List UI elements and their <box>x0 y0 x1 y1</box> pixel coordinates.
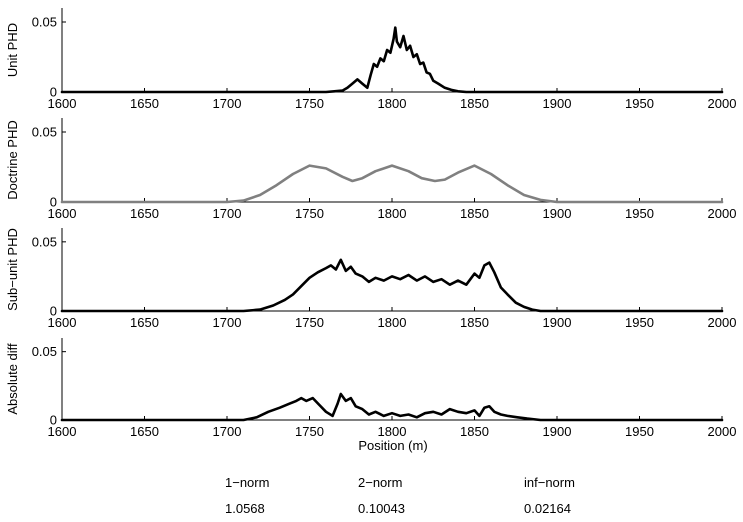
panel-2-y-axis-label: Doctrine PHD <box>5 120 20 199</box>
norm-value-3: 0.02164 <box>524 501 571 516</box>
panel-4-x-tick-label: 2000 <box>708 424 737 439</box>
panel-3-y-axis-label: Sub−unit PHD <box>5 228 20 311</box>
panel-3-y-tick-label: 0.05 <box>32 234 57 249</box>
panel-2-x-tick-label: 1700 <box>213 206 242 221</box>
norm-column-2: 2−norm 0.10043 <box>358 470 478 522</box>
panel-4-y-axis-label: Absolute diff <box>5 343 20 415</box>
panel-2-x-tick-label: 1800 <box>378 206 407 221</box>
panel-4-y-tick-label: 0.05 <box>32 344 57 359</box>
panel-3-x-tick-label: 1800 <box>378 315 407 330</box>
panel-3-series-line <box>60 258 724 313</box>
panel-1-x-tick-label: 1600 <box>48 96 77 111</box>
panel-4-x-tick-label: 1850 <box>460 424 489 439</box>
panel-2-x-tick-label: 1600 <box>48 206 77 221</box>
panel-1-x-tick-label: 1850 <box>460 96 489 111</box>
panel-1-x-tick-label: 1800 <box>378 96 407 111</box>
panel-4-series-line <box>60 392 724 422</box>
panel-1-x-tick-label: 1650 <box>130 96 159 111</box>
panel-3-x-tick-label: 1600 <box>48 315 77 330</box>
panel-4-x-tick-label: 1750 <box>295 424 324 439</box>
norm-column-3: inf−norm 0.02164 <box>524 470 644 522</box>
panel-1-y-axis-label: Unit PHD <box>5 23 20 77</box>
norm-value-2: 0.10043 <box>358 501 405 516</box>
panel-4-x-axis-label: Position (m) <box>358 438 427 453</box>
panel-3-y-tick-label: 0 <box>50 304 57 319</box>
panel-2-x-tick-label: 1900 <box>543 206 572 221</box>
panel-3-x-tick-label: 1750 <box>295 315 324 330</box>
panel-2-series-line <box>60 164 724 204</box>
panel-4-y-tick-label: 0 <box>50 413 57 428</box>
panel-2-x-tick-label: 1950 <box>625 206 654 221</box>
panel-4-x-tick-label: 1800 <box>378 424 407 439</box>
panel-2-x-tick-label: 1750 <box>295 206 324 221</box>
norms-table: 1−norm 1.0568 2−norm 0.10043 inf−norm 0.… <box>0 470 743 518</box>
panel-1-y-tick-label: 0.05 <box>32 15 57 30</box>
panel-2-y-tick-label: 0.05 <box>32 125 57 140</box>
panel-3-x-tick-label: 1700 <box>213 315 242 330</box>
panel-3-x-tick-label: 1950 <box>625 315 654 330</box>
panel-2-x-tick-label: 1850 <box>460 206 489 221</box>
panel-4-x-tick-label: 1650 <box>130 424 159 439</box>
norm-column-1: 1−norm 1.0568 <box>225 470 345 522</box>
norm-value-1: 1.0568 <box>225 501 265 516</box>
panel-1-x-tick-label: 1900 <box>543 96 572 111</box>
panel-4-x-tick-label: 1600 <box>48 424 77 439</box>
panel-1-x-tick-label: 1700 <box>213 96 242 111</box>
norm-label-2: 2−norm <box>358 475 403 490</box>
panel-4-x-tick-label: 1950 <box>625 424 654 439</box>
panel-1-y-tick-label: 0 <box>50 85 57 100</box>
panel-1-x-tick-label: 1950 <box>625 96 654 111</box>
panel-2-x-tick-label: 1650 <box>130 206 159 221</box>
panel-4-x-tick-label: 1900 <box>543 424 572 439</box>
norm-label-3: inf−norm <box>524 475 575 490</box>
panel-2-y-tick-label: 0 <box>50 195 57 210</box>
norm-label-1: 1−norm <box>225 475 270 490</box>
panel-3-x-tick-label: 1650 <box>130 315 159 330</box>
panel-1-series-line <box>60 26 724 94</box>
panel-4-x-tick-label: 1700 <box>213 424 242 439</box>
panel-2-x-tick-label: 2000 <box>708 206 737 221</box>
panel-3-x-tick-label: 1850 <box>460 315 489 330</box>
panel-3-x-tick-label: 1900 <box>543 315 572 330</box>
panel-3-x-tick-label: 2000 <box>708 315 737 330</box>
panel-1-x-tick-label: 1750 <box>295 96 324 111</box>
panel-1-x-tick-label: 2000 <box>708 96 737 111</box>
